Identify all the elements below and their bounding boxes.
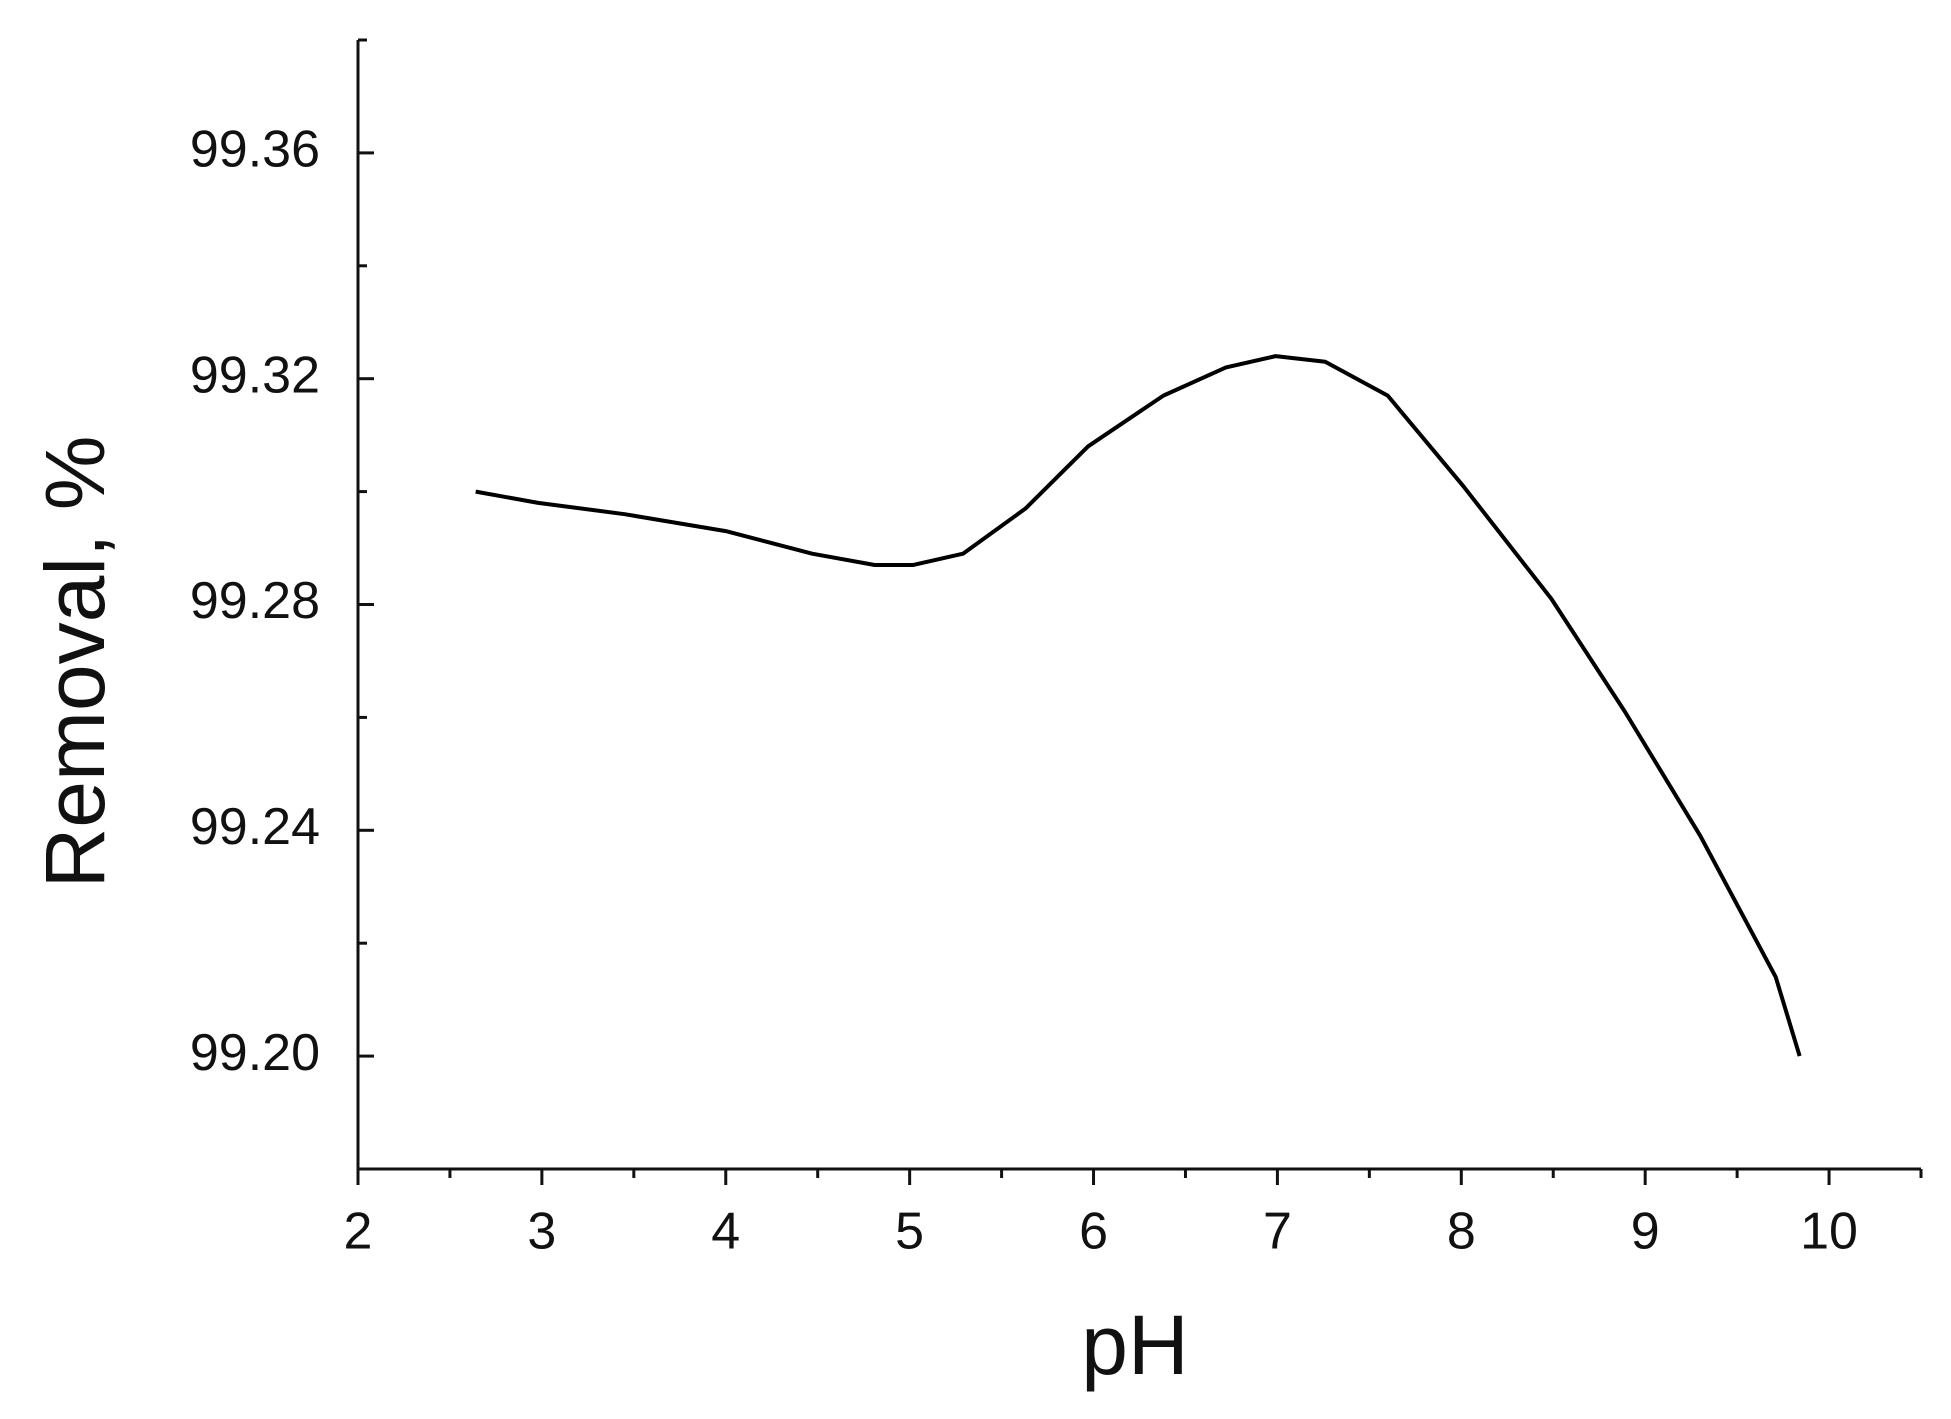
x-tick-label: 9 [1631, 1203, 1660, 1261]
y-tick-label: 99.28 [190, 572, 320, 630]
y-tick-label: 99.36 [190, 121, 320, 179]
x-tick-label: 8 [1447, 1203, 1476, 1261]
y-axis-title: Removal, % [28, 436, 122, 889]
x-tick-label: 7 [1263, 1203, 1292, 1261]
x-tick-label: 6 [1079, 1203, 1108, 1261]
x-tick-label: 10 [1800, 1203, 1858, 1261]
y-tick-label: 99.32 [190, 346, 320, 404]
y-tick-label: 99.20 [190, 1024, 320, 1082]
y-tick-label: 99.24 [190, 798, 320, 856]
x-tick-label: 5 [895, 1203, 924, 1261]
x-tick-label: 4 [711, 1203, 740, 1261]
x-tick-label: 2 [344, 1203, 373, 1261]
x-axis-title: pH [1081, 1298, 1188, 1392]
x-tick-label: 3 [527, 1203, 556, 1261]
data-line [475, 354, 1802, 1057]
